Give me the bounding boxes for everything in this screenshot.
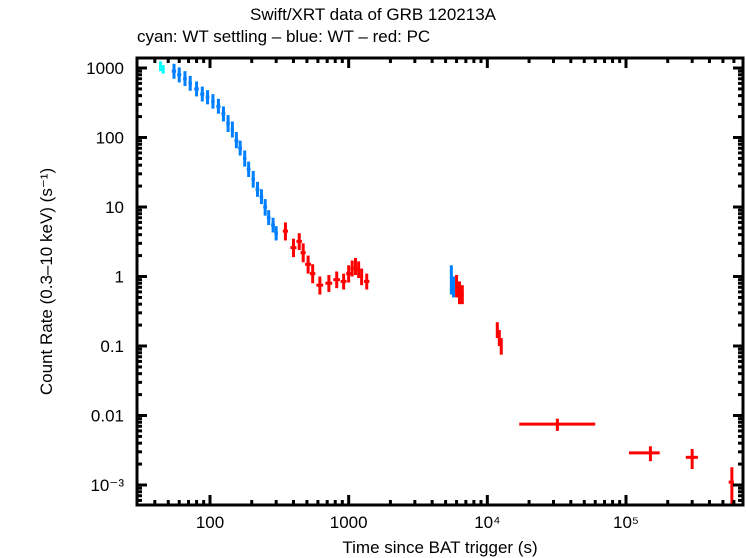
- y-tick-label: 0.01: [91, 407, 124, 426]
- series-wt: [171, 63, 455, 298]
- data-point: [305, 255, 311, 274]
- data-point: [353, 257, 358, 276]
- data-point: [234, 131, 239, 149]
- chart-title: Swift/XRT data of GRB 120213A: [249, 5, 496, 24]
- y-tick-label: 1: [115, 268, 124, 287]
- y-tick-label: 100: [96, 129, 124, 148]
- data-point: [340, 273, 347, 290]
- series-wt-settling: [159, 61, 165, 74]
- data-point: [255, 181, 260, 197]
- x-tick-label: 10⁵: [613, 513, 639, 532]
- chart-subtitle: cyan: WT settling – blue: WT – red: PC: [137, 27, 431, 46]
- data-point: [364, 273, 370, 290]
- data-point: [458, 281, 462, 305]
- data-point: [259, 189, 264, 205]
- y-tick-label: 1000: [86, 59, 124, 78]
- data-point: [188, 75, 192, 91]
- data-point: [451, 276, 455, 298]
- data-point: [263, 199, 268, 216]
- data-point: [325, 275, 333, 292]
- data-point: [216, 98, 221, 114]
- y-tick-label: 10: [105, 198, 124, 217]
- data-point: [519, 418, 596, 431]
- x-axis-label: Time since BAT trigger (s): [342, 538, 537, 557]
- data-point: [495, 322, 499, 339]
- data-point: [346, 265, 352, 283]
- data-point: [177, 67, 182, 83]
- data-point: [316, 276, 324, 295]
- data-point: [211, 94, 215, 109]
- data-point: [274, 226, 278, 241]
- y-tick-label: 10⁻³: [90, 476, 124, 495]
- data-point: [357, 261, 361, 279]
- series-pc: [282, 222, 734, 506]
- plot-frame: [135, 56, 745, 507]
- data-point: [350, 260, 354, 277]
- data-point: [296, 233, 302, 251]
- data-point: [333, 271, 340, 289]
- data-point: [300, 243, 306, 263]
- data-point: [171, 63, 177, 79]
- data-point: [271, 217, 275, 233]
- x-tick-label: 100: [196, 513, 224, 532]
- data-point: [266, 210, 271, 226]
- data-point: [238, 140, 242, 156]
- y-axis-label: Count Rate (0.3–10 keV) (s⁻¹): [37, 168, 56, 395]
- data-point: [183, 71, 187, 87]
- data-point: [246, 161, 251, 178]
- data-point: [161, 65, 165, 74]
- data-point: [230, 121, 235, 138]
- data-point: [221, 106, 226, 122]
- ticks-layer: [137, 58, 743, 505]
- tick-labels-layer: 100 1000 10⁴ 10⁵ 1000 100 10 1 0.1 0.01 10⁻³: [86, 59, 639, 532]
- data-point: [460, 285, 464, 305]
- data-point: [455, 275, 459, 298]
- x-tick-label: 1000: [330, 513, 368, 532]
- data-point: [360, 268, 364, 286]
- data-point: [243, 150, 247, 167]
- data-point: [194, 81, 199, 97]
- data-point: [290, 238, 297, 258]
- data-point: [226, 115, 230, 132]
- data-point: [251, 170, 255, 188]
- data-point: [499, 338, 503, 355]
- data-point: [205, 90, 210, 105]
- data-layer: [159, 61, 734, 506]
- x-tick-label: 10⁴: [474, 513, 500, 532]
- data-point: [728, 467, 734, 506]
- data-point: [685, 448, 698, 469]
- data-point: [309, 264, 316, 284]
- data-point: [200, 86, 205, 102]
- data-point: [282, 222, 288, 241]
- data-point: [159, 61, 163, 72]
- data-point: [628, 446, 660, 462]
- y-tick-label: 0.1: [100, 337, 124, 356]
